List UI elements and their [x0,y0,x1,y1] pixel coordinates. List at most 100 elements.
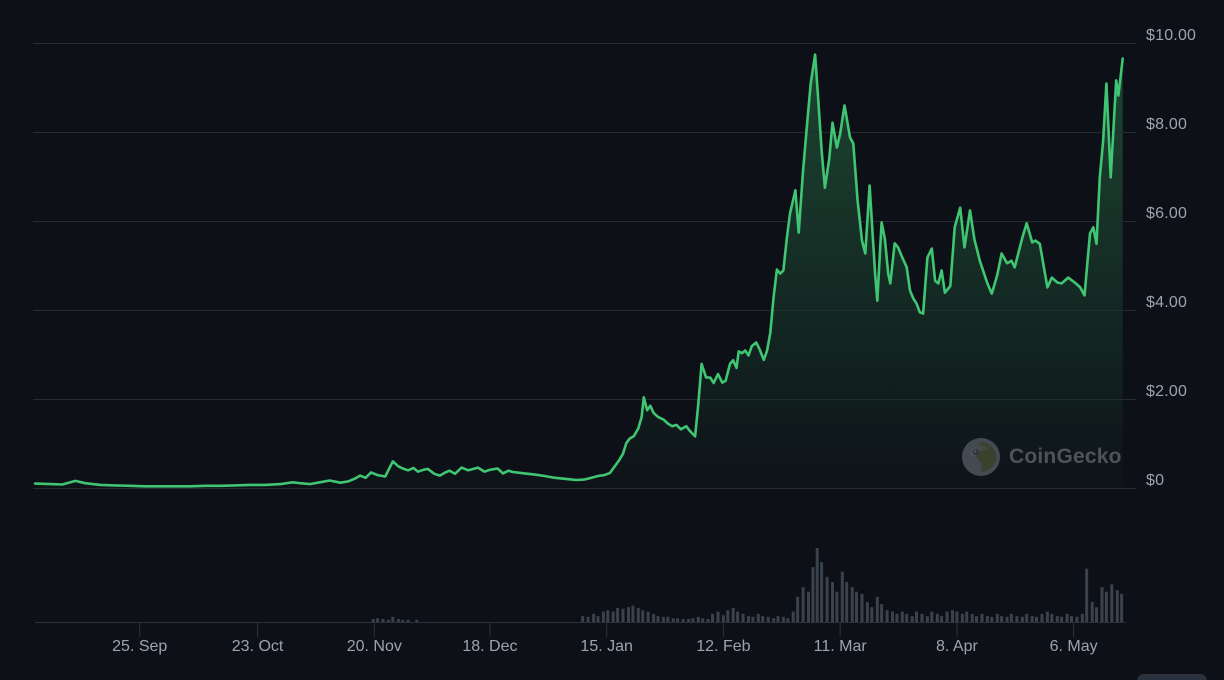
volume-bar [621,608,625,622]
volume-bar [860,593,864,622]
x-axis-label: 23. Oct [231,638,284,655]
volume-bar [706,619,710,622]
volume-bar [406,619,410,622]
volume-bar [741,613,745,622]
volume-bar [895,613,899,622]
volume-bar [611,611,615,622]
volume-bar [951,610,954,622]
volume-bar [960,613,964,622]
volume-bar [652,613,656,622]
x-axis-label: 20. Nov [346,638,402,655]
x-axis-label: 25. Sep [112,638,168,655]
bottom-right-partial-button[interactable] [1137,674,1207,680]
volume-bar [401,619,405,622]
volume-bar [815,548,819,622]
volume-bar [691,618,695,622]
volume-bar [756,613,760,622]
volume-bar [870,607,874,622]
volume-bar [1100,587,1104,622]
volume-bar [592,613,596,622]
volume-bar [761,616,765,622]
volume-bar [796,596,800,622]
volume-bar [1015,616,1019,622]
volume-bar [945,611,949,622]
volume-bar [1030,616,1034,622]
volume-bar [1110,584,1114,622]
volume-bar [721,615,725,622]
volume-bar [807,591,810,622]
volume-bar [891,611,894,622]
volume-bar [791,611,795,622]
volume-bar [920,613,924,622]
volume-bar [371,619,375,622]
volume-bar [751,616,755,622]
volume-bar [955,611,959,622]
volume-bar [666,616,670,622]
volume-bar [601,611,605,622]
volume-bar [850,587,854,622]
volume-bar [627,607,630,622]
volume-bar [1104,591,1108,622]
volume-bar [975,616,978,622]
volume-bar [885,610,889,622]
volume-bar [910,616,914,622]
volume-bar [391,616,395,622]
volume-bar [970,613,974,622]
volume-bar [811,567,815,622]
x-axis-label: 6. May [1049,638,1098,655]
volume-bar [1095,607,1098,622]
volume-bar [930,611,934,622]
volume-bar [985,616,989,622]
volume-bar [935,613,939,622]
volume-bar [781,616,785,622]
volume-bar [726,610,730,622]
volume-bar [1080,613,1084,622]
x-axis-label: 18. Dec [462,638,518,655]
volume-bar [1009,613,1013,622]
volume-bar [1005,616,1009,622]
volume-bar [1020,616,1024,622]
x-axis-label: 8. Apr [935,638,978,655]
volume-bar [1085,568,1089,622]
volume-bar [905,613,909,622]
volume-bar [616,607,620,622]
volume-bar [965,611,969,622]
volume-bar [831,582,834,622]
volume-bar [415,619,419,622]
volume-bar [840,571,844,622]
volume-bar [1000,616,1004,622]
volume-bar [681,619,685,622]
volume-bar [581,616,585,622]
volume-bar [711,613,714,622]
volume-bar [915,611,918,622]
volume-bar [396,619,400,622]
volume-bar [1055,616,1059,622]
volume-bar [980,613,984,622]
volume-bar [855,591,858,622]
volume-bar [772,618,776,622]
volume-bar [900,611,904,622]
volume-bar [1035,616,1038,622]
volume-bar [636,607,640,622]
price-line [33,53,1124,488]
volume-bar [1045,611,1049,622]
y-axis-label: $6.00 [1146,204,1188,222]
volume-bar [656,616,660,622]
volume-bar [736,611,740,622]
volume-bar [661,616,665,622]
y-axis-label: $8.00 [1146,115,1188,133]
volume-bar [731,607,735,622]
y-axis-label: $2.00 [1146,382,1188,400]
volume-bar [1070,616,1073,622]
volume-bar [1040,613,1044,622]
volume-bar [1065,613,1069,622]
volume-bar [1090,602,1094,622]
volume-bar [1060,616,1064,622]
volume-bar [845,582,849,622]
volume-bar [671,618,675,622]
volume-bar [687,619,690,622]
volume-bar [1120,593,1124,622]
volume-bar [676,618,680,622]
volume-bar [701,618,705,622]
